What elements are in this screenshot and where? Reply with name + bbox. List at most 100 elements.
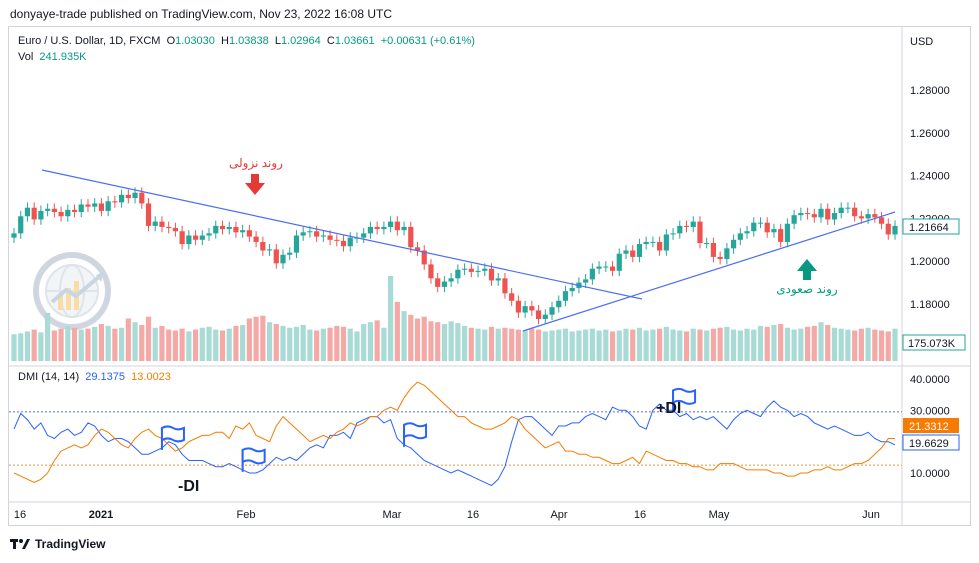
candle[interactable] [603, 261, 609, 272]
candle[interactable] [549, 301, 555, 321]
candle[interactable] [865, 208, 871, 224]
candle[interactable] [240, 224, 246, 238]
candle[interactable] [287, 247, 293, 261]
candle[interactable] [381, 221, 387, 235]
candle[interactable] [724, 243, 730, 265]
candle[interactable] [38, 205, 44, 225]
candle[interactable] [522, 300, 528, 318]
candle[interactable] [657, 236, 663, 256]
candle[interactable] [636, 238, 643, 263]
flag-icon[interactable] [403, 422, 428, 447]
candle[interactable] [670, 228, 676, 240]
candle[interactable] [441, 276, 448, 293]
plus-di-line[interactable] [13, 400, 896, 487]
candle[interactable] [24, 202, 31, 222]
candle[interactable] [421, 245, 427, 270]
candle[interactable] [347, 232, 353, 252]
candle[interactable] [374, 221, 380, 235]
candle[interactable] [751, 217, 757, 237]
candle[interactable] [878, 211, 885, 230]
candle[interactable] [630, 245, 636, 263]
candle[interactable] [179, 225, 185, 250]
uptrend-line[interactable] [522, 211, 896, 332]
candle[interactable] [112, 195, 118, 208]
up-arrow-icon[interactable] [797, 259, 817, 280]
candle[interactable] [690, 216, 696, 233]
candle[interactable] [885, 218, 891, 240]
candle[interactable] [145, 198, 152, 232]
candle[interactable] [798, 207, 804, 221]
candle[interactable] [233, 221, 239, 238]
down-arrow-icon[interactable] [245, 174, 265, 195]
candle[interactable] [609, 261, 616, 277]
candle[interactable] [791, 209, 797, 230]
candle[interactable] [334, 234, 340, 247]
candle[interactable] [253, 231, 259, 248]
candle[interactable] [31, 202, 37, 225]
candle[interactable] [58, 206, 64, 222]
candle[interactable] [455, 264, 461, 284]
dmi-name[interactable]: DMI (14, 14) [18, 371, 80, 383]
candle[interactable] [811, 208, 817, 223]
candle[interactable] [529, 300, 535, 316]
candle[interactable] [448, 272, 454, 287]
candle[interactable] [757, 217, 764, 229]
candle[interactable] [569, 282, 575, 297]
candle[interactable] [98, 198, 105, 217]
candle[interactable] [192, 230, 199, 246]
candle[interactable] [730, 234, 737, 254]
candle[interactable] [119, 189, 125, 208]
candle[interactable] [562, 285, 569, 307]
candle[interactable] [435, 272, 441, 293]
candle[interactable] [125, 189, 131, 204]
candle[interactable] [737, 228, 743, 246]
candle[interactable] [710, 237, 717, 263]
candle[interactable] [246, 224, 252, 242]
candle[interactable] [502, 272, 508, 299]
candle[interactable] [535, 305, 542, 325]
candle[interactable] [825, 203, 831, 225]
candle[interactable] [226, 221, 232, 235]
candle[interactable] [623, 245, 629, 260]
candle[interactable] [764, 217, 770, 238]
candle[interactable] [388, 216, 394, 233]
candle[interactable] [697, 216, 703, 249]
candle[interactable] [273, 244, 279, 269]
candle[interactable] [778, 223, 784, 248]
candle[interactable] [872, 208, 878, 223]
candle[interactable] [683, 220, 690, 233]
candle[interactable] [771, 223, 777, 238]
symbol-name[interactable]: Euro / U.S. Dollar, 1D, FXCM [18, 35, 161, 47]
flag-icon[interactable] [160, 425, 185, 450]
candle[interactable] [475, 265, 481, 278]
candle[interactable] [300, 226, 306, 241]
candle[interactable] [495, 272, 501, 286]
candle[interactable] [213, 220, 219, 239]
candle[interactable] [784, 218, 790, 248]
candle[interactable] [166, 221, 172, 234]
candle[interactable] [616, 248, 622, 277]
downtrend-line[interactable] [41, 169, 643, 300]
candle[interactable] [468, 263, 474, 278]
candle[interactable] [367, 221, 374, 239]
candle[interactable] [71, 204, 78, 218]
candle[interactable] [11, 228, 17, 244]
candle[interactable] [51, 203, 57, 218]
candle[interactable] [831, 207, 838, 225]
candle[interactable] [401, 221, 407, 236]
candle[interactable] [266, 244, 273, 256]
candle[interactable] [340, 235, 347, 252]
candle[interactable] [159, 216, 165, 233]
candle[interactable] [414, 241, 421, 256]
candle[interactable] [650, 236, 656, 248]
candle[interactable] [293, 230, 300, 258]
minus-di-line[interactable] [13, 381, 895, 483]
flag-icon[interactable] [241, 447, 266, 472]
footer-brand[interactable]: TradingView [10, 537, 105, 551]
minus-di-annotation[interactable]: -DI [178, 478, 199, 495]
candle[interactable] [260, 236, 266, 256]
candle[interactable] [206, 228, 212, 241]
candle[interactable] [845, 202, 851, 214]
candle[interactable] [18, 210, 24, 239]
